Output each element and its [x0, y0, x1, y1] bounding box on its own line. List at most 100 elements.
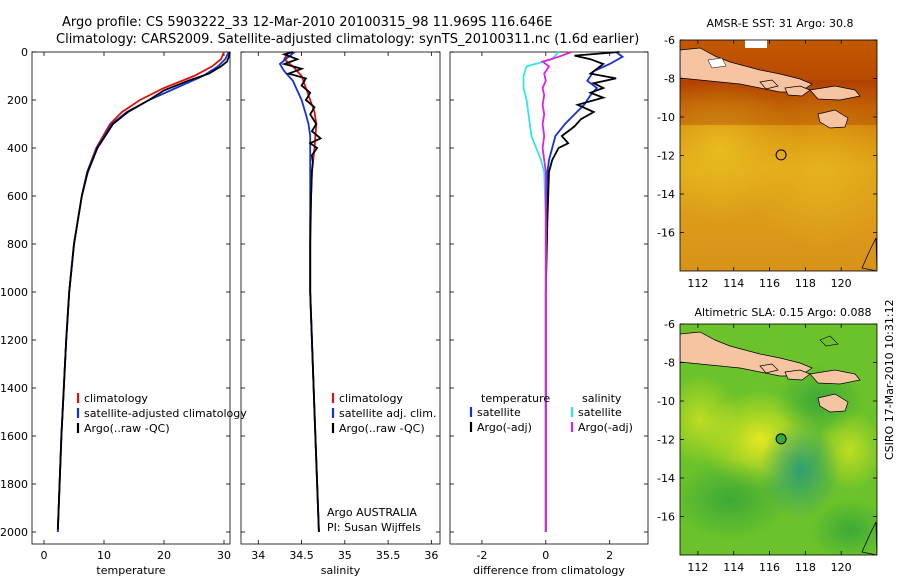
sla-high-patch [680, 375, 740, 465]
x-tick-label: 120 [831, 277, 852, 290]
y-tick-label: -6 [664, 34, 675, 47]
no-data-patch [745, 40, 767, 48]
x-tick-label: 35 [338, 549, 352, 562]
x-tick-label: 35.5 [376, 549, 401, 562]
y-tick-label: 1600 [0, 430, 28, 443]
x-axis-label: difference from climatology [473, 564, 625, 577]
x-tick-label: 0 [542, 549, 549, 562]
x-axis-label: salinity [321, 564, 361, 577]
sumbawa-island-land [809, 369, 861, 385]
y-tick-label: 0 [21, 46, 28, 59]
sla-low-patch [810, 500, 877, 555]
x-tick-label: 116 [759, 561, 780, 574]
annotation-text: PI: Susan Wijffels [327, 521, 421, 534]
x-tick-label: 20 [157, 549, 171, 562]
x-tick-label: -2 [476, 549, 487, 562]
x-tick-label: 0 [41, 549, 48, 562]
bali-island-land [759, 79, 779, 90]
credit-timestamp: CSIRO 17-Mar-2010 10:31:12 [883, 299, 896, 460]
x-axis-label: temperature [96, 564, 165, 577]
y-tick-label: -16 [657, 227, 675, 240]
x-tick-label: 36 [424, 549, 438, 562]
x-tick-label: 120 [831, 561, 852, 574]
plot-frame [31, 51, 231, 545]
y-tick-label: -14 [657, 188, 675, 201]
y-tick-label: -10 [657, 111, 675, 124]
series-line [56, 51, 231, 530]
legend-label: satellite [477, 406, 521, 419]
series-line [56, 51, 230, 533]
x-tick-label: 116 [759, 277, 780, 290]
legend-label: Argo(..raw -QC) [84, 422, 170, 435]
legend-label: satellite [578, 406, 622, 419]
x-tick-label: 2 [606, 549, 613, 562]
y-tick-label: -14 [657, 472, 675, 485]
y-tick-label: 1400 [0, 382, 28, 395]
legend-label: satellite adj. clim. [339, 407, 436, 420]
y-tick-label: -8 [664, 73, 675, 86]
sumba-island-land [817, 109, 849, 129]
temperature-profile-panel: 0 10 20 30 temperature 0 200 400 600 800 1000 1200 1… [0, 46, 247, 577]
x-tick-label: 114 [723, 561, 744, 574]
series-line [544, 51, 620, 532]
sla-map-axes: 112 114 116 118 120 -6 -8 -10 -12 -14 -16 [657, 318, 877, 574]
sst-map-title: AMSR-E SST: 31 Argo: 30.8 [706, 17, 853, 30]
legend-label: satellite-adjusted climatology [84, 407, 247, 420]
sst-map-panel: AMSR-E SST: 31 Argo: 30.8 112 114 116 118 12… [657, 17, 878, 290]
y-tick-label: 800 [7, 238, 28, 251]
y-tick-label: -16 [657, 511, 675, 524]
x-tick-label: 114 [723, 277, 744, 290]
x-tick-label: 118 [795, 277, 816, 290]
sla-map-panel: Altimetric SLA: 0.15 Argo: 0.088 112 114 1… [657, 306, 878, 574]
x-tick-label: 112 [687, 561, 708, 574]
x-tick-label: 10 [97, 549, 111, 562]
sla-map-title: Altimetric SLA: 0.15 Argo: 0.088 [694, 306, 871, 319]
figure-title-line1: Argo profile: CS 5903222_33 12-Mar-2010 … [62, 15, 552, 30]
series-line [281, 51, 323, 533]
series-line [522, 51, 560, 532]
sumbawa-island-land [809, 85, 861, 101]
y-tick-label: -10 [657, 395, 675, 408]
series-line [283, 51, 320, 533]
legend-header: temperature [481, 392, 550, 405]
y-tick-label: -6 [664, 318, 675, 331]
java-island-land [680, 47, 813, 93]
salinity-profile-panel: 34 34.5 35 35.5 36 salinity climatology satelli… [240, 51, 441, 577]
x-tick-label: 34.5 [289, 549, 314, 562]
legend-label: climatology [84, 392, 148, 405]
series-line [544, 51, 625, 532]
y-tick-label: -12 [657, 434, 675, 447]
argo-float-marker [775, 433, 787, 445]
plot-frame [240, 51, 441, 545]
legend-label: Argo(-adj) [477, 421, 532, 434]
sumba-island-land [817, 393, 849, 413]
y-tick-label: 600 [7, 190, 28, 203]
legend-label: Argo(-adj) [578, 421, 633, 434]
series-line [278, 51, 320, 533]
land-mask-gap [707, 57, 727, 69]
australia-coastline [861, 237, 877, 271]
australia-coastline [861, 521, 877, 555]
legend-label: Argo(..raw -QC) [339, 422, 425, 435]
y-tick-label: 1800 [0, 478, 28, 491]
series-line [540, 51, 572, 532]
x-tick-label: 30 [217, 549, 231, 562]
y-tick-label: 200 [7, 94, 28, 107]
y-tick-label: -12 [657, 150, 675, 163]
x-tick-label: 118 [795, 561, 816, 574]
x-tick-label: 112 [687, 277, 708, 290]
plot-frame [449, 51, 649, 545]
sla-low-patch [760, 420, 840, 520]
sst-warm-patch [750, 90, 877, 250]
argo-float-marker [775, 149, 787, 161]
y-tick-label: -8 [664, 357, 675, 370]
coastline [819, 335, 839, 347]
y-tick-label: 2000 [0, 526, 28, 539]
legend-label: climatology [339, 392, 403, 405]
lombok-island-land [784, 85, 811, 97]
difference-profile-panel: -2 0 2 difference from climatology temperatu… [449, 51, 649, 577]
y-tick-label: 1000 [0, 286, 28, 299]
y-tick-label: 400 [7, 142, 28, 155]
java-island-land [680, 331, 813, 377]
